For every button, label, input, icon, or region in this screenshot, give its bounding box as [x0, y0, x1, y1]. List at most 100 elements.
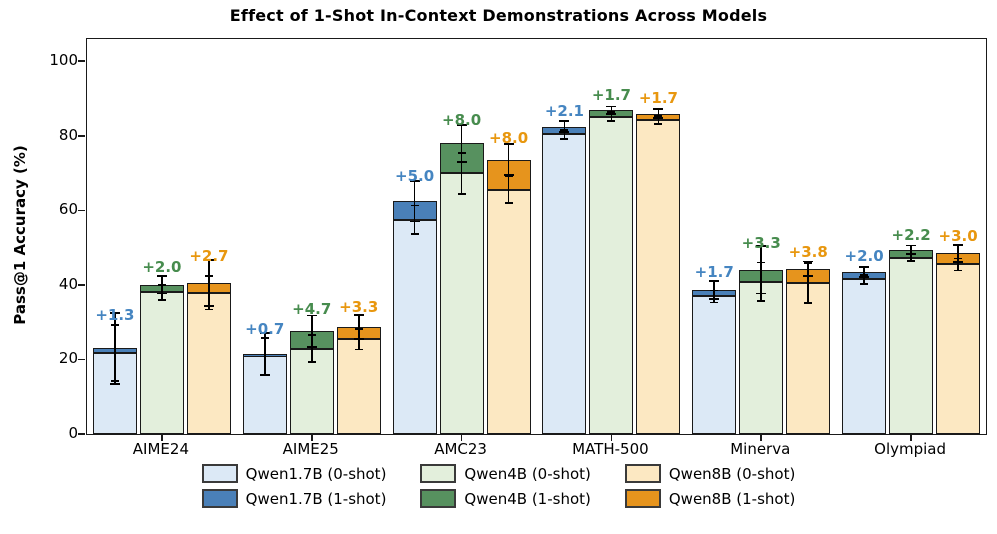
- x-tick-label: Minerva: [730, 440, 791, 458]
- gain-annotation: +1.7: [694, 263, 734, 282]
- legend-item-qwen8b-1shot: Qwen8B (1-shot): [624, 489, 796, 508]
- error-bar: [507, 176, 510, 203]
- error-bar-cap: [559, 120, 570, 123]
- error-bar: [807, 263, 810, 303]
- error-bar: [713, 281, 716, 300]
- error-bar-cap: [709, 298, 720, 300]
- y-axis-tick: [78, 284, 86, 286]
- x-tick-label: AIME24: [132, 440, 189, 458]
- error-bar: [760, 245, 763, 294]
- error-bar-cap: [409, 179, 420, 182]
- gain-annotation: +3.0: [938, 226, 978, 245]
- x-axis-tick: [161, 434, 163, 441]
- bar-0shot-qwen8b-aime25: [336, 339, 381, 434]
- y-tick-label: 80: [58, 125, 78, 144]
- error-bar-cap: [906, 252, 917, 255]
- chart-title: Effect of 1-Shot In-Context Demonstratio…: [229, 6, 768, 25]
- gain-annotation: +3.3: [339, 298, 379, 317]
- error-bar-cap: [306, 314, 317, 317]
- error-bar: [413, 180, 416, 222]
- error-bar: [910, 245, 912, 254]
- x-axis-tick: [610, 434, 613, 441]
- bar-0shot-qwen1.7b-math-500: [542, 134, 587, 434]
- y-axis-tick: [78, 134, 86, 137]
- error-bar: [357, 315, 360, 339]
- legend-swatch-qwen8b-1shot: [624, 489, 661, 508]
- error-bar-cap: [203, 258, 214, 261]
- y-tick-label: 100: [49, 51, 78, 70]
- plot-area: +1.3 +2.0 +2.7 +0.7 +4.7 +3.3 +5.0 +8.0 +8.0 +2.1…: [78, 38, 987, 441]
- bar-0shot-qwen8b-aime24: [186, 292, 231, 434]
- error-bar-cap: [710, 301, 719, 304]
- y-tick-label: 0: [68, 424, 78, 442]
- legend-item-qwen1-7b-0shot: Qwen1.7B (0-shot): [201, 464, 387, 483]
- error-bar: [460, 152, 463, 194]
- error-bar-cap: [803, 260, 814, 263]
- gain-annotation: +3.3: [741, 233, 781, 252]
- error-bar-cap: [109, 382, 120, 385]
- gain-annotation: +1.7: [591, 86, 631, 105]
- legend-swatch-qwen4b-0shot: [420, 464, 457, 483]
- gain-annotation: +3.8: [788, 242, 828, 261]
- error-bar-cap: [353, 314, 364, 317]
- error-bar: [957, 258, 959, 271]
- bar-0shot-qwen1.7b-amc23: [392, 219, 437, 434]
- bar-0shot-qwen4b-math-500: [589, 116, 634, 434]
- gain-annotation: +2.1: [544, 101, 584, 120]
- legend-item-qwen8b-0shot: Qwen8B (0-shot): [624, 464, 796, 483]
- error-bar-cap: [607, 120, 616, 122]
- error-bar-cap: [559, 130, 570, 133]
- y-axis-tick: [78, 209, 86, 212]
- y-tick-label: 40: [58, 274, 78, 293]
- error-bar: [208, 259, 210, 306]
- error-bar-cap: [156, 275, 167, 278]
- x-axis-tick: [910, 434, 912, 441]
- error-bar-cap: [709, 280, 720, 283]
- error-bar: [863, 274, 865, 284]
- error-bar: [310, 335, 313, 363]
- error-bar: [610, 106, 613, 114]
- bar-0shot-qwen1.7b-minerva: [692, 296, 737, 434]
- x-tick-label: Olympiad: [874, 440, 947, 458]
- error-bar-cap: [859, 276, 870, 278]
- error-bar-cap: [804, 301, 813, 304]
- gain-annotation: +8.0: [489, 128, 529, 147]
- error-bar-cap: [654, 123, 663, 125]
- error-bar-cap: [157, 298, 166, 301]
- legend-item-qwen4b-1shot: Qwen4B (1-shot): [420, 489, 591, 508]
- legend-label: Qwen8B (1-shot): [668, 489, 796, 508]
- legend: Qwen1.7B (0-shot) Qwen4B (0-shot) Qwen8B…: [0, 464, 997, 508]
- error-bar: [657, 115, 660, 124]
- bar-0shot-qwen8b-olympiad: [936, 264, 981, 434]
- error-bar-cap: [410, 232, 419, 235]
- gain-annotation: +0.7: [245, 319, 285, 338]
- error-bar-cap: [203, 304, 214, 307]
- x-tick-label: AMC23: [434, 440, 487, 458]
- legend-item-qwen1-7b-1shot: Qwen1.7B (1-shot): [201, 489, 387, 508]
- error-bar-cap: [606, 113, 617, 115]
- error-bar: [807, 261, 810, 277]
- legend-label: Qwen8B (0-shot): [668, 464, 796, 483]
- y-axis-label: Pass@1 Accuracy (%): [11, 145, 29, 325]
- gain-annotation: +1.7: [638, 89, 678, 108]
- bar-0shot-qwen8b-amc23: [486, 189, 531, 434]
- error-bar-cap: [353, 338, 364, 340]
- legend-label: Qwen1.7B (0-shot): [245, 464, 387, 483]
- error-bar: [957, 244, 959, 262]
- y-axis-tick: [78, 60, 86, 63]
- error-bar: [263, 333, 266, 375]
- y-axis-tick: [78, 433, 86, 435]
- x-tick-label: MATH-500: [572, 440, 649, 458]
- error-bar: [161, 276, 163, 294]
- error-bar-cap: [756, 244, 767, 247]
- legend-label: Qwen1.7B (1-shot): [245, 489, 387, 508]
- error-bar: [610, 112, 613, 121]
- error-bar-cap: [409, 220, 420, 223]
- legend-grid: Qwen1.7B (0-shot) Qwen4B (0-shot) Qwen8B…: [201, 464, 796, 508]
- error-bar: [910, 254, 912, 262]
- error-bar-cap: [109, 311, 120, 314]
- gain-annotation: +4.7: [292, 300, 332, 319]
- error-bar-cap: [306, 345, 317, 348]
- bar-0shot-qwen1.7b-olympiad: [842, 279, 887, 434]
- error-bar-cap: [953, 243, 964, 246]
